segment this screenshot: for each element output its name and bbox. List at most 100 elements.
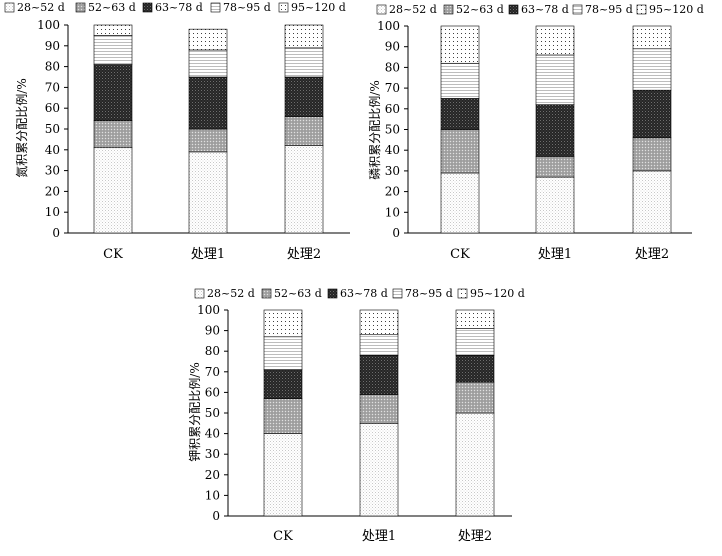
bar-segment-1 — [359, 422, 399, 517]
y-tick-label: 20 — [45, 184, 60, 198]
legend-label-4: 78~95 d — [223, 1, 271, 14]
bar-segment-4 — [263, 336, 303, 371]
y-tick-label: 40 — [205, 427, 220, 441]
bar-segment-3 — [93, 64, 133, 121]
y-tick-label: 0 — [392, 226, 400, 240]
bar-segment-5 — [188, 28, 228, 51]
legend: 28~52 d 52~63 d 63~78 d 78~95 d 95~120 d — [376, 3, 704, 16]
y-tick-label: 30 — [205, 447, 220, 461]
legend-swatch-2 — [75, 2, 86, 13]
chart-potassium: 28~52 d 52~63 d 63~78 d 78~95 d 95~120 d… — [188, 287, 525, 544]
x-tick-label: CK — [450, 247, 470, 262]
y-axis-label: 钾积累分配比例/% — [188, 362, 202, 461]
legend-swatch-3 — [327, 288, 338, 299]
bar-segment-5 — [455, 309, 495, 329]
x-tick-label: CK — [273, 529, 293, 544]
legend-label-3: 63~78 d — [521, 3, 569, 16]
y-tick-label: 90 — [205, 324, 220, 338]
bar-segment-5 — [359, 309, 399, 336]
y-tick-label: 80 — [45, 60, 60, 74]
legend-label-1: 28~52 d — [207, 287, 255, 300]
bar-segment-1 — [188, 151, 228, 234]
legend-swatch-1 — [194, 288, 205, 299]
bar-segment-4 — [535, 54, 575, 105]
legend-swatch-1 — [4, 2, 15, 13]
legend: 28~52 d 52~63 d 63~78 d 78~95 d 95~120 d — [4, 1, 346, 14]
x-tick-label: CK — [103, 247, 123, 262]
bar-segment-2 — [359, 394, 399, 424]
legend-swatch-1 — [376, 4, 387, 15]
y-tick-label: 100 — [377, 19, 400, 33]
y-tick-label: 60 — [385, 102, 400, 116]
y-tick-label: 100 — [37, 18, 60, 32]
bar-segment-2 — [188, 128, 228, 153]
y-tick-label: 10 — [205, 488, 220, 502]
bar-segment-4 — [188, 49, 228, 78]
legend-swatch-4 — [572, 4, 583, 15]
legend-swatch-3 — [142, 2, 153, 13]
x-tick-label: 处理2 — [635, 247, 669, 262]
bar-segment-4 — [284, 47, 324, 78]
y-tick-label: 40 — [45, 143, 60, 157]
y-tick-label: 90 — [385, 40, 400, 54]
chart-phosphorus: 28~52 d 52~63 d 63~78 d 78~95 d 95~120 d… — [367, 3, 704, 262]
bar-segment-3 — [632, 89, 672, 139]
legend-label-3: 63~78 d — [340, 287, 388, 300]
y-tick-label: 60 — [205, 385, 220, 399]
legend-label-1: 28~52 d — [17, 1, 65, 14]
bar-segment-5 — [93, 24, 133, 36]
bar-segment-3 — [263, 369, 303, 399]
x-tick-label: 处理2 — [287, 247, 321, 262]
x-tick-label: 处理1 — [538, 247, 572, 262]
bar-segment-4 — [93, 35, 133, 65]
y-tick-label: 50 — [385, 123, 400, 137]
legend-label-2: 52~63 d — [88, 1, 136, 14]
bar-segment-3 — [455, 355, 495, 383]
y-tick-label: 80 — [205, 344, 220, 358]
legend-label-3: 63~78 d — [155, 1, 203, 14]
bar-segment-5 — [284, 24, 324, 49]
bar-segment-1 — [284, 145, 324, 234]
legend-label-5: 95~120 d — [470, 287, 525, 300]
y-tick-label: 20 — [205, 468, 220, 482]
legend-swatch-3 — [508, 4, 519, 15]
legend-label-4: 78~95 d — [585, 3, 633, 16]
bar-segment-3 — [284, 76, 324, 117]
y-tick-label: 100 — [197, 303, 220, 317]
y-tick-label: 50 — [205, 406, 220, 420]
legend-label-4: 78~95 d — [405, 287, 453, 300]
bar-segment-2 — [440, 129, 480, 174]
legend-label-5: 95~120 d — [291, 1, 346, 14]
bar-segment-2 — [284, 116, 324, 146]
bar-segment-3 — [440, 98, 480, 130]
bar-segment-1 — [535, 176, 575, 234]
legend-swatch-4 — [392, 288, 403, 299]
y-tick-label: 30 — [385, 164, 400, 178]
legend: 28~52 d 52~63 d 63~78 d 78~95 d 95~120 d — [194, 287, 525, 300]
bar-segment-2 — [455, 381, 495, 414]
bar-segment-1 — [440, 172, 480, 234]
y-tick-label: 0 — [212, 509, 220, 523]
bar-segment-3 — [535, 104, 575, 157]
legend-swatch-4 — [210, 2, 221, 13]
legend-swatch-5 — [457, 288, 468, 299]
bar-segment-2 — [632, 137, 672, 172]
chart-nitrogen: 28~52 d 52~63 d 63~78 d 78~95 d 95~120 d… — [4, 1, 350, 262]
bar-segment-1 — [263, 433, 303, 517]
y-axis-label: 氮积累分配比例/% — [14, 78, 29, 177]
y-tick-label: 40 — [385, 143, 400, 157]
y-tick-label: 10 — [385, 205, 400, 219]
y-tick-label: 50 — [45, 122, 60, 136]
bar-segment-5 — [440, 25, 480, 64]
bar-segment-1 — [632, 170, 672, 234]
bar-segment-3 — [359, 355, 399, 395]
bar-segment-2 — [93, 120, 133, 149]
y-tick-label: 80 — [385, 60, 400, 74]
legend-swatch-2 — [261, 288, 272, 299]
legend-swatch-5 — [636, 4, 647, 15]
y-tick-label: 10 — [45, 205, 60, 219]
y-tick-label: 20 — [385, 185, 400, 199]
bar-segment-5 — [632, 25, 672, 50]
bar-segment-3 — [188, 76, 228, 130]
